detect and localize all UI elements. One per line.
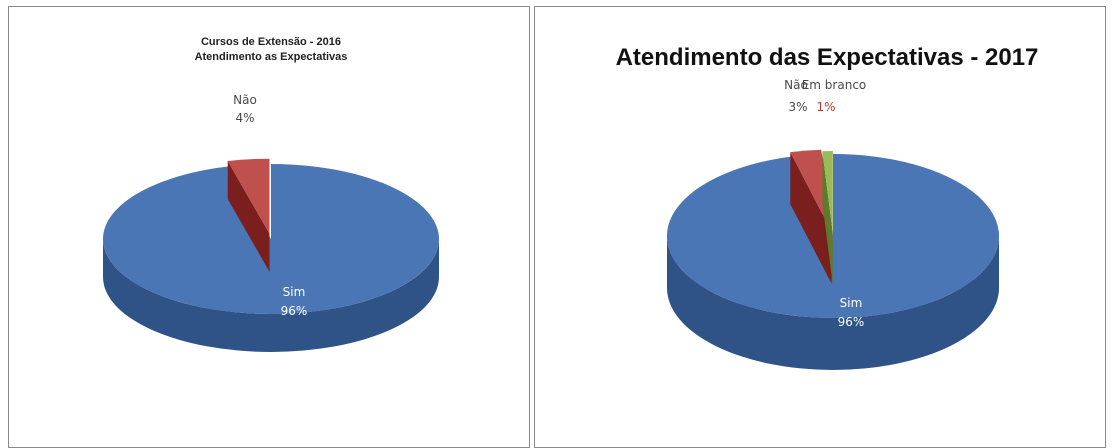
slice-label-nao: Não — [784, 78, 808, 92]
pie-chart-2017: Atendimento das Expectativas - 2017 Não … — [616, 44, 1039, 370]
slice-sim — [667, 154, 1000, 370]
slice-sim-top — [667, 154, 1000, 318]
slice-value-nao: 4% — [235, 111, 254, 125]
chart-title: Cursos de Extensão - 2016 — [201, 36, 341, 48]
slice-value-em-branco: 1% — [816, 100, 835, 114]
chart-panel-2017: Atendimento das Expectativas - 2017 Não … — [534, 6, 1106, 448]
chart-title: Atendimento das Expectativas - 2017 — [616, 44, 1039, 71]
pie-slices — [102, 158, 439, 352]
slice-n-o — [227, 158, 270, 272]
pie-chart-2016: Cursos de Extensão - 2016 Atendimento as… — [102, 36, 439, 352]
slice-value-nao: 3% — [788, 100, 807, 114]
slice-em-branco-top — [822, 151, 833, 234]
chart-panel-2016: Cursos de Extensão - 2016 Atendimento as… — [8, 6, 530, 448]
slice-n-o-face — [227, 161, 270, 272]
slice-sim — [102, 164, 439, 352]
pie-slices — [667, 149, 1000, 370]
slice-label-em-branco: Em branco — [802, 78, 867, 92]
slice-sim-side — [667, 236, 999, 370]
slice-value-sim: 96% — [838, 315, 865, 329]
slice-sim-top — [102, 164, 439, 314]
slice-n-o-top — [790, 149, 832, 232]
slice-label-sim: Sim — [840, 296, 863, 310]
slice-n-o-top — [227, 158, 270, 234]
slice-sim-side — [103, 239, 439, 352]
slice-label-sim: Sim — [283, 285, 306, 299]
chart-subtitle: Atendimento as Expectativas — [195, 51, 348, 63]
slice-value-sim: 96% — [281, 304, 308, 318]
slice-em-branco — [822, 151, 833, 286]
slice-label-nao: Não — [233, 93, 257, 107]
slice-em-branco-face — [822, 151, 833, 286]
slice-n-o-face — [790, 152, 832, 284]
